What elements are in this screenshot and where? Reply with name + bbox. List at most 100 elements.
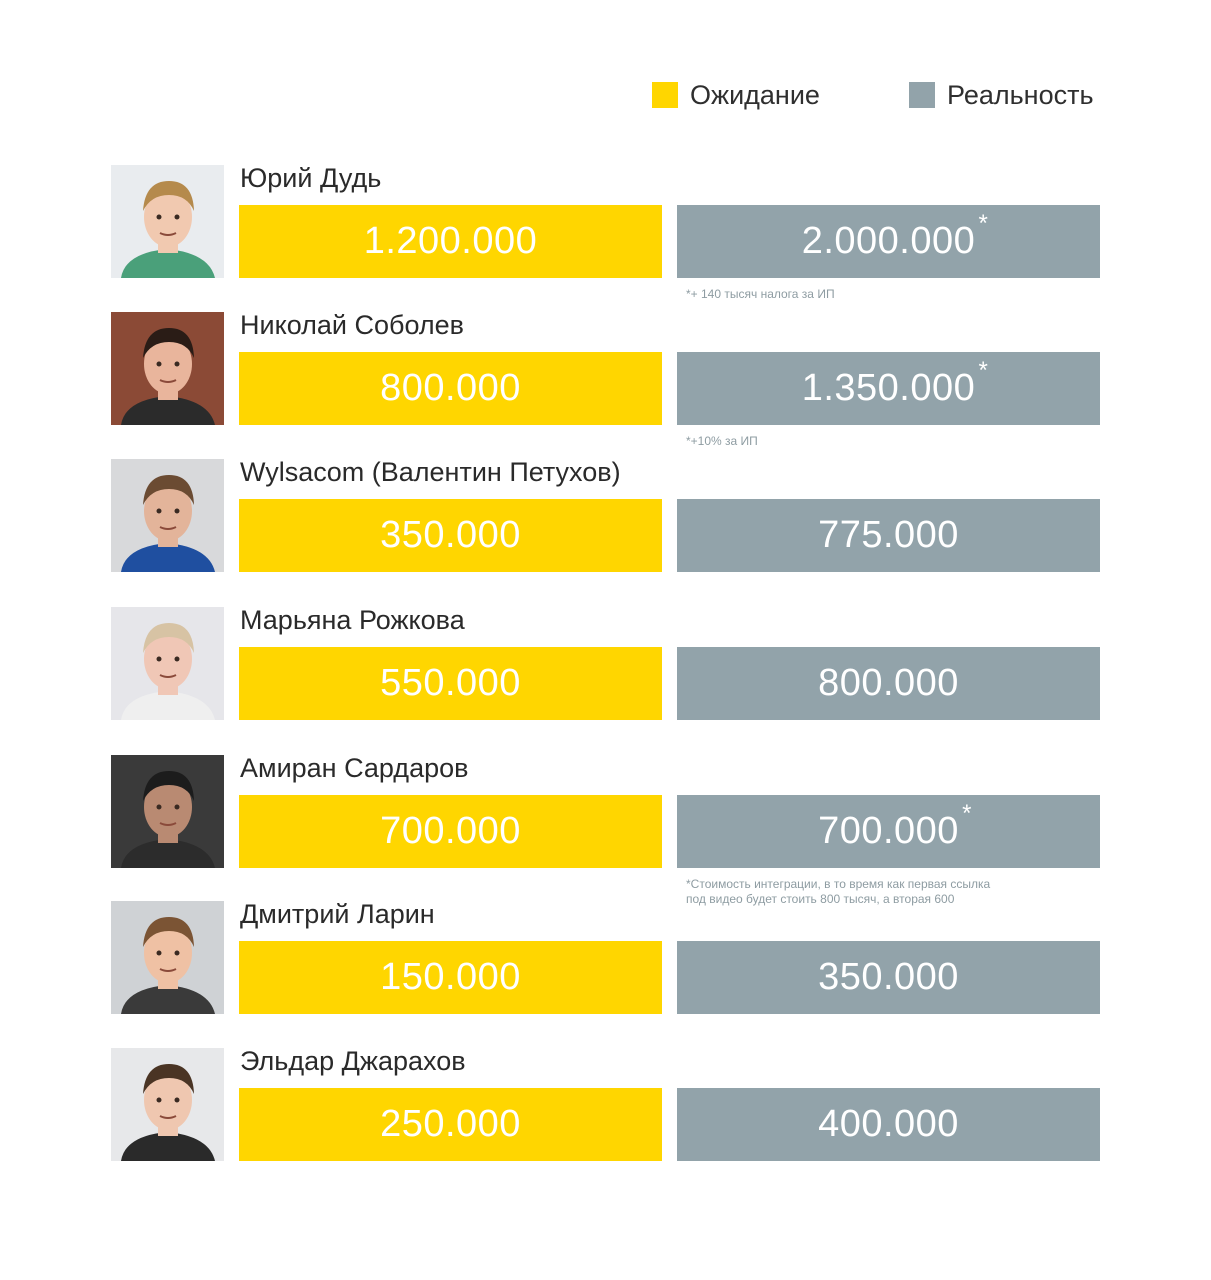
portrait-shoulders [121,249,215,278]
portrait-face [144,481,192,541]
portrait-face [144,1070,192,1130]
chart-row: Дмитрий Ларин 150.000 350.000 [0,899,1211,1041]
reality-value-text: 800.000 [818,662,959,704]
avatar [111,755,224,868]
portrait-face [144,187,192,247]
expectation-bar: 550.000 [239,647,662,720]
portrait-eye-right [174,804,180,810]
portrait-face [144,923,192,983]
chart-row: Амиран Сардаров 700.000 700.000 * *Стоимо… [0,753,1211,906]
portrait-photo [111,901,224,1014]
expectation-bar: 350.000 [239,499,662,572]
expectation-value-text: 550.000 [380,662,521,704]
portrait-eye-right [174,950,180,956]
expectation-value: 250.000 [380,1103,521,1146]
footnote-star: * [962,800,972,827]
portrait-eye-left [156,656,162,662]
portrait-eye-right [174,508,180,514]
portrait-eye-right [174,1097,180,1103]
reality-bar: 400.000 [677,1088,1100,1161]
expectation-value-text: 150.000 [380,956,521,998]
expectation-value: 550.000 [380,662,521,705]
portrait-shoulders [121,396,215,425]
portrait-hair [143,1064,194,1094]
person-name: Марьяна Рожкова [240,605,465,635]
reality-value-text: 700.000 [818,810,959,852]
portrait-face [144,777,192,837]
reality-value: 1.350.000 * [801,357,988,410]
expectation-value: 800.000 [380,367,521,410]
portrait-photo [111,459,224,572]
legend-reality: Реальность [909,80,1094,110]
expectation-value-text: 700.000 [380,810,521,852]
person-name: Эльдар Джарахов [240,1046,466,1076]
person-name: Амиран Сардаров [240,753,469,783]
portrait-shoulders [121,543,215,572]
portrait-photo [111,607,224,720]
person-name: Wylsacom (Валентин Петухов) [240,457,621,487]
footnote-star: * [978,357,989,384]
avatar [111,312,224,425]
portrait-photo [111,755,224,868]
avatar [111,1048,224,1161]
reality-bar: 700.000 * [677,795,1100,868]
legend-reality-label: Реальность [947,79,1094,110]
legend-expectation-swatch [652,82,678,108]
legend-expectation: Ожидание [652,80,820,110]
portrait-eye-left [156,804,162,810]
reality-bar: 800.000 [677,647,1100,720]
portrait-photo [111,312,224,425]
portrait-mouth [159,822,177,826]
expectation-value: 700.000 [380,810,521,853]
portrait-hair [143,181,194,211]
portrait-mouth [159,232,177,236]
chart-row: Марьяна Рожкова 550.000 800.000 [0,605,1211,747]
reality-value: 700.000 * [818,800,971,853]
reality-value: 350.000 [818,956,959,999]
avatar [111,459,224,572]
avatar [111,165,224,278]
reality-value-text: 1.350.000 [801,367,976,409]
chart-row: Николай Соболев 800.000 1.350.000 * *+10%… [0,310,1211,452]
reality-value-text: 400.000 [818,1103,959,1145]
reality-bar: 2.000.000 * [677,205,1100,278]
avatar [111,901,224,1014]
expectation-bar: 250.000 [239,1088,662,1161]
portrait-eye-left [156,508,162,514]
portrait-eye-left [156,950,162,956]
portrait-photo [111,165,224,278]
portrait-hair [143,771,194,801]
portrait-shoulders [121,839,215,868]
person-name: Николай Соболев [240,310,464,340]
expectation-bar: 150.000 [239,941,662,1014]
expectation-bar: 700.000 [239,795,662,868]
portrait-mouth [159,379,177,383]
legend-reality-swatch [909,82,935,108]
portrait-face [144,629,192,689]
reality-value-text: 2.000.000 [801,220,976,262]
portrait-shoulders [121,985,215,1014]
portrait-mouth [159,526,177,530]
reality-value-text: 775.000 [818,514,959,556]
portrait-eye-right [174,656,180,662]
portrait-eye-left [156,361,162,367]
expectation-bar: 800.000 [239,352,662,425]
expectation-value: 150.000 [380,956,521,999]
expectation-value-text: 350.000 [380,514,521,556]
portrait-eye-left [156,1097,162,1103]
reality-bar: 1.350.000 * [677,352,1100,425]
expectation-value-text: 1.200.000 [363,220,538,262]
footnote: *+10% за ИП [686,434,758,448]
reality-bar: 350.000 [677,941,1100,1014]
portrait-mouth [159,968,177,972]
portrait-shoulders [121,691,215,720]
reality-value: 2.000.000 * [801,210,988,263]
legend-expectation-label: Ожидание [690,79,820,110]
portrait-mouth [159,1115,177,1119]
chart-row: Юрий Дудь 1.200.000 2.000.000 * *+ 140 ты… [0,163,1211,305]
expectation-value-text: 800.000 [380,367,521,409]
reality-value-text: 350.000 [818,956,959,998]
portrait-hair [143,475,194,505]
portrait-eye-left [156,214,162,220]
person-name: Юрий Дудь [240,163,382,193]
